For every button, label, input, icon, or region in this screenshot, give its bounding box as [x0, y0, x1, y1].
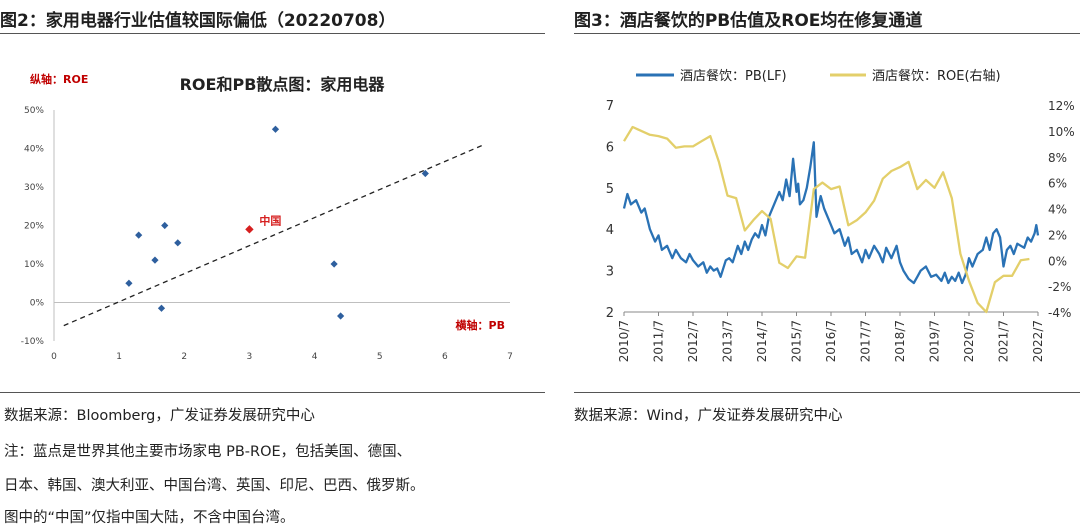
line-chart-x-tick-label: 2016/7 — [824, 320, 838, 362]
scatter-y-tick-label: 10% — [24, 260, 44, 270]
legend-roe-label: 酒店餐饮：ROE(右轴) — [872, 68, 1001, 84]
line-chart-x-tick-label: 2010/7 — [617, 320, 631, 362]
line-chart-left-tick-label: 5 — [606, 182, 614, 197]
scatter-x-tick-label: 4 — [312, 352, 318, 362]
scatter-point — [174, 239, 182, 247]
figure3-title-rule — [574, 33, 1080, 34]
scatter-y-tick-label: 20% — [24, 222, 44, 232]
scatter-x-tick-label: 0 — [51, 352, 57, 362]
line-chart-left-tick-label: 4 — [606, 223, 614, 238]
scatter-x-axis-label: 横轴：PB — [456, 318, 505, 332]
scatter-point-china — [245, 225, 254, 234]
scatter-x-tick-label: 1 — [116, 352, 122, 362]
scatter-y-tick-label: 0% — [30, 299, 45, 309]
scatter-point — [271, 125, 280, 133]
scatter-x-tick-label: 2 — [181, 352, 187, 362]
line-chart-x-tick-label: 2011/7 — [652, 320, 666, 362]
line-chart-right-tick-label: 2% — [1048, 228, 1067, 242]
scatter-point — [330, 260, 338, 268]
scatter-point — [161, 221, 169, 230]
line-chart-left-tick-label: 6 — [606, 140, 614, 155]
figure3-title: 图3：酒店餐饮的PB估值及ROE均在修复通道 — [574, 11, 923, 31]
figure2-title-rule — [0, 33, 545, 34]
scatter-point — [157, 304, 166, 312]
scatter-point — [125, 279, 133, 287]
line-chart-right-tick-label: 12% — [1048, 99, 1075, 113]
scatter-x-tick-label: 5 — [377, 352, 383, 362]
legend-pb-label: 酒店餐饮：PB(LF) — [680, 68, 787, 84]
scatter-y-tick-label: -10% — [21, 337, 45, 347]
line-chart-x-tick-label: 2015/7 — [790, 320, 804, 362]
line-chart-legend: 酒店餐饮：PB(LF) 酒店餐饮：ROE(右轴) — [636, 68, 1001, 84]
scatter-x-tick-label: 3 — [247, 352, 253, 362]
figure2-panel: 图2：家用电器行业估值较国际偏低（20220708） ROE和PB散点图：家用电… — [0, 11, 545, 526]
line-chart-right-tick-label: 10% — [1048, 125, 1075, 139]
line-chart-x-tick-label: 2021/7 — [997, 320, 1011, 362]
line-chart-x-tick-label: 2019/7 — [928, 320, 942, 362]
scatter-point — [421, 169, 429, 178]
scatter-china-label: 中国 — [259, 213, 281, 227]
scatter-x-tick-label: 7 — [507, 352, 513, 362]
line-chart-right-tick-label: 0% — [1048, 254, 1067, 268]
line-chart-right-tick-label: 8% — [1048, 151, 1067, 165]
line-chart-x-tick-label: 2022/7 — [1031, 320, 1045, 362]
scatter-x-tick-label: 6 — [442, 352, 448, 362]
line-chart-x-tick-label: 2020/7 — [962, 320, 976, 362]
line-chart-x-tick-label: 2013/7 — [721, 320, 735, 362]
pb-roe-line-chart: 酒店餐饮：PB(LF) 酒店餐饮：ROE(右轴) 2 3 4 5 6 7 -4% -2% 0% 2… — [606, 68, 1075, 362]
line-chart-left-tick-label: 2 — [606, 306, 614, 321]
line-chart-x-tick-label: 2014/7 — [755, 320, 769, 362]
line-chart-right-tick-label: -4% — [1048, 306, 1071, 320]
scatter-point — [135, 231, 143, 239]
pb-series-line — [622, 141, 1040, 285]
figure2-note-line-2: 日本、韩国、澳大利亚、中国台湾、英国、印尼、巴西、俄罗斯。 — [4, 478, 425, 494]
figure2-note-line-3: 图中的“中国”仅指中国大陆，不含中国台湾。 — [4, 510, 295, 526]
scatter-trendline — [63, 144, 485, 327]
line-chart-x-tick-label: 2012/7 — [686, 320, 700, 362]
figure2-note-line-1: 注：蓝点是世界其他主要市场家电 PB-ROE，包括美国、德国、 — [4, 444, 412, 460]
figure3-source: 数据来源：Wind，广发证券发展研究中心 — [574, 408, 843, 424]
figure2-title: 图2：家用电器行业估值较国际偏低（20220708） — [0, 11, 396, 31]
roe-pb-scatter-chart: ROE和PB散点图：家用电器 纵轴：ROE 横轴：PB 0 1 2 3 4 5 6 7 -10%… — [21, 72, 513, 362]
scatter-y-tick-label: 30% — [24, 183, 44, 193]
figure2-source: 数据来源：Bloomberg，广发证券发展研究中心 — [4, 408, 315, 424]
scatter-y-tick-label: 50% — [24, 106, 44, 116]
line-chart-x-tick-label: 2018/7 — [893, 320, 907, 362]
line-chart-right-tick-label: 4% — [1048, 203, 1067, 217]
scatter-point — [337, 312, 345, 320]
roe-series-line — [623, 125, 1030, 314]
figure3-source-rule — [574, 392, 1080, 393]
scatter-y-tick-label: 40% — [24, 145, 44, 155]
scatter-title: ROE和PB散点图：家用电器 — [180, 75, 386, 94]
figure2-source-rule — [0, 392, 545, 393]
scatter-y-axis-label: 纵轴：ROE — [30, 72, 88, 86]
line-chart-left-tick-label: 7 — [606, 99, 614, 114]
line-chart-x-tick-label: 2017/7 — [859, 320, 873, 362]
line-chart-right-tick-label: 6% — [1048, 177, 1067, 191]
line-chart-left-tick-label: 3 — [606, 265, 614, 280]
figure3-panel: 图3：酒店餐饮的PB估值及ROE均在修复通道 酒店餐饮：PB(LF) 酒店餐饮：… — [562, 0, 1080, 527]
scatter-point — [151, 256, 159, 264]
line-chart-right-tick-label: -2% — [1048, 280, 1071, 294]
